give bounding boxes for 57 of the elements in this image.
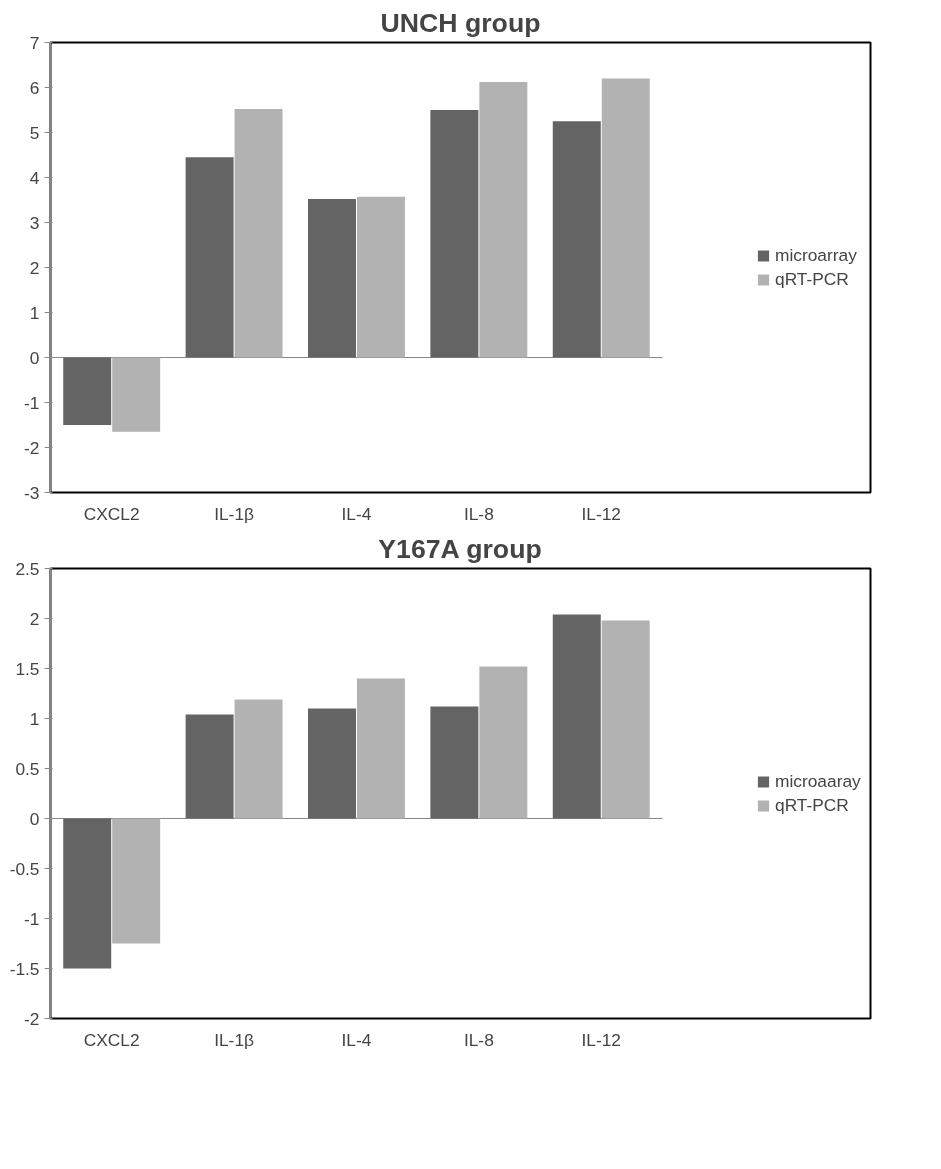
x-tick-label: IL-4	[341, 503, 372, 524]
x-tick-label: IL-8	[463, 1029, 494, 1050]
bar	[552, 614, 601, 819]
chart-title: UNCH group	[380, 7, 541, 38]
bar	[430, 706, 479, 819]
y-tick-label: -3	[24, 482, 40, 503]
y-tick-label: -2	[24, 1008, 40, 1029]
bar	[601, 620, 650, 819]
y-tick-label: 1	[29, 708, 40, 729]
x-tick-label: CXCL2	[83, 503, 140, 524]
x-tick-label: IL-8	[463, 503, 494, 524]
y-tick-label: 6	[29, 77, 40, 98]
bar	[356, 678, 405, 819]
y-tick-label: 0.5	[15, 758, 40, 779]
bar	[430, 110, 479, 358]
bar	[601, 78, 650, 358]
x-tick-label: IL-12	[581, 503, 621, 524]
y-tick-label: -1	[24, 908, 40, 929]
y-tick-label: -0.5	[9, 858, 40, 879]
bar	[356, 196, 405, 358]
y-tick-label: 5	[29, 122, 40, 143]
bar	[112, 357, 161, 432]
legend-label: microaaray	[775, 770, 862, 792]
bar	[308, 199, 356, 358]
y-tick-label: -1.5	[9, 958, 40, 979]
y-tick-label: -2	[24, 437, 40, 458]
bar	[63, 357, 112, 425]
y-tick-label: 1	[29, 302, 40, 323]
y-tick-label: 2	[29, 257, 40, 278]
bar	[185, 714, 234, 819]
y-tick-label: 1.5	[15, 658, 40, 679]
bar	[63, 818, 112, 969]
bar	[185, 157, 234, 358]
y-tick-label: -1	[24, 392, 40, 413]
legend-label: qRT-PCR	[775, 794, 850, 816]
y-tick-label: 3	[29, 212, 40, 233]
y-tick-label: 7	[29, 32, 40, 53]
legend-label: microarray	[775, 244, 858, 266]
bar	[308, 708, 356, 819]
bar	[112, 818, 161, 944]
y-tick-label: 2	[29, 608, 40, 629]
x-tick-label: CXCL2	[83, 1029, 140, 1050]
bar	[234, 699, 283, 819]
x-tick-label: IL-4	[341, 1029, 372, 1050]
y-tick-label: 4	[29, 167, 40, 188]
y-tick-label: 0	[29, 808, 40, 829]
legend-label: qRT-PCR	[775, 268, 850, 290]
bar	[552, 121, 601, 358]
y-tick-label: 2.5	[15, 558, 40, 579]
bar	[479, 82, 528, 358]
x-tick-label: IL-1β	[214, 1029, 255, 1050]
bar	[479, 666, 528, 819]
bar	[234, 109, 283, 358]
x-tick-label: IL-1β	[214, 503, 255, 524]
x-tick-label: IL-12	[581, 1029, 621, 1050]
chart-title: Y167A group	[378, 533, 542, 564]
y-tick-label: 0	[29, 347, 40, 368]
